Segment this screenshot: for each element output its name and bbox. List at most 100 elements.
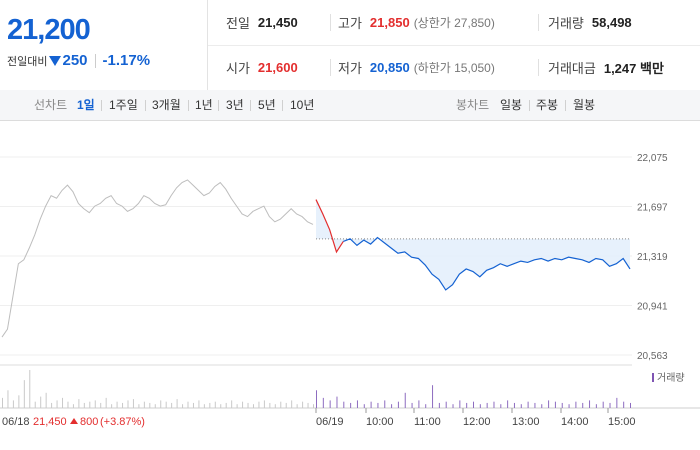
volume-bar: [616, 397, 618, 408]
low-value: 20,850: [369, 60, 410, 75]
period-tab-5y[interactable]: 5년: [258, 98, 276, 112]
volume-bar: [78, 399, 80, 408]
open-value: 21,600: [257, 60, 298, 75]
volume-bar: [500, 404, 502, 408]
period-tab-1d[interactable]: 1일: [77, 98, 95, 112]
candle-tab-monthly[interactable]: 월봉: [573, 98, 596, 112]
volume-bar: [23, 380, 25, 408]
volume-bar: [568, 404, 570, 408]
volume-bar: [105, 397, 107, 408]
low-cell: 저가 20,850 (하한가 15,050): [338, 45, 495, 90]
divider: [218, 100, 219, 111]
x-tick-label: 14:00: [561, 416, 589, 428]
volume-bar: [100, 402, 102, 408]
prev-close-label: 전일: [226, 16, 250, 31]
volume-bar: [274, 404, 276, 408]
open-label: 시가: [226, 61, 250, 76]
volume-bar: [83, 402, 85, 408]
volume-bar: [252, 404, 254, 408]
volume-bar: [231, 400, 233, 408]
current-price: 21,200: [7, 14, 91, 46]
period-tab-3m[interactable]: 3개월: [152, 98, 181, 112]
quote-stats: 전일 21,450 고가 21,850 (상한가 27,850) 거래량 58,…: [208, 0, 700, 90]
divider: [330, 59, 331, 76]
volume-bar: [280, 401, 282, 408]
volume-bar: [209, 402, 211, 408]
high-value: 21,850: [369, 15, 410, 30]
lower-limit: (하한가 15,050): [413, 61, 495, 75]
volume-bars: [2, 370, 631, 408]
volume-bar: [595, 404, 597, 408]
volume-bar: [322, 397, 324, 408]
volume-bar: [473, 401, 474, 408]
prev-day-summary: 06/18 21,450 800 (+3.87%): [2, 416, 145, 428]
volume-legend-label: 거래량: [657, 372, 685, 384]
volume-legend: 거래량: [652, 372, 685, 384]
period-tab-1y[interactable]: 1년: [195, 98, 213, 112]
period-tab-3y[interactable]: 3년: [226, 98, 244, 112]
volume-bar: [589, 400, 591, 408]
volume-bar: [122, 402, 124, 408]
volume-bar: [313, 404, 314, 408]
up-triangle-icon: [70, 418, 78, 424]
volume-bar: [356, 400, 358, 408]
volume-bar: [236, 404, 238, 408]
volume-bar: [575, 401, 577, 408]
volume-bar: [182, 404, 184, 408]
volume-value: 58,498: [591, 15, 632, 30]
volume-bar: [377, 402, 379, 408]
prev-close-cell: 전일 21,450: [226, 0, 298, 45]
volume-bar: [520, 404, 522, 408]
volume-bar: [198, 400, 200, 408]
period-tab-10y[interactable]: 10년: [290, 98, 315, 112]
divider: [538, 59, 539, 76]
below-baseline-fill: [316, 199, 630, 290]
volume-bar: [127, 400, 129, 408]
volume-bar: [176, 399, 178, 408]
amount-value: 1,247 백만: [603, 61, 664, 76]
high-label: 고가: [338, 16, 362, 31]
change-label: 전일대비: [7, 55, 48, 68]
volume-bar: [438, 402, 440, 408]
volume-bar: [34, 401, 36, 408]
candle-tab-weekly[interactable]: 주봉: [536, 98, 559, 112]
volume-bar: [132, 399, 134, 408]
y-tick-label: 20,941: [637, 302, 668, 313]
volume-bar: [263, 400, 265, 408]
volume-bar: [45, 392, 47, 408]
change-percent: -1.17%: [102, 52, 151, 69]
volume-bar: [602, 401, 604, 408]
volume-bar: [40, 396, 42, 408]
volume-bar: [609, 402, 611, 408]
volume-bar: [307, 402, 309, 408]
period-tab-1w[interactable]: 1주일: [109, 98, 138, 112]
volume-bar: [258, 401, 260, 408]
x-tick-label: 10:00: [366, 416, 394, 428]
volume-bar: [329, 400, 331, 408]
candle-tab-daily[interactable]: 일봉: [500, 98, 523, 112]
volume-bar: [336, 396, 338, 408]
x-axis: 06/19 10:00 11:00 12:00 13:00 14:00 15:00: [315, 408, 636, 428]
prev-day-line: [1, 179, 314, 338]
volume-bar: [138, 404, 140, 408]
volume-bar: [72, 404, 74, 408]
x-tick-label: 15:00: [608, 416, 636, 428]
volume-bar: [384, 400, 386, 408]
prev-day-change-pct: (+3.87%): [100, 416, 145, 428]
x-tick-label: 06/19: [316, 416, 344, 428]
divider: [565, 100, 566, 111]
candle-chart-label: 봉차트: [456, 98, 490, 112]
volume-bar: [452, 404, 454, 408]
today-down-line: [343, 236, 631, 291]
divider: [101, 100, 102, 111]
divider: [94, 53, 96, 68]
volume-bar: [404, 392, 406, 408]
volume-bar: [2, 397, 3, 408]
divider: [188, 100, 189, 111]
volume-bar: [391, 404, 393, 408]
volume-bar: [18, 395, 20, 408]
volume-bar: [116, 401, 118, 408]
gridlines: [0, 156, 700, 409]
volume-legend-swatch: [652, 373, 654, 382]
